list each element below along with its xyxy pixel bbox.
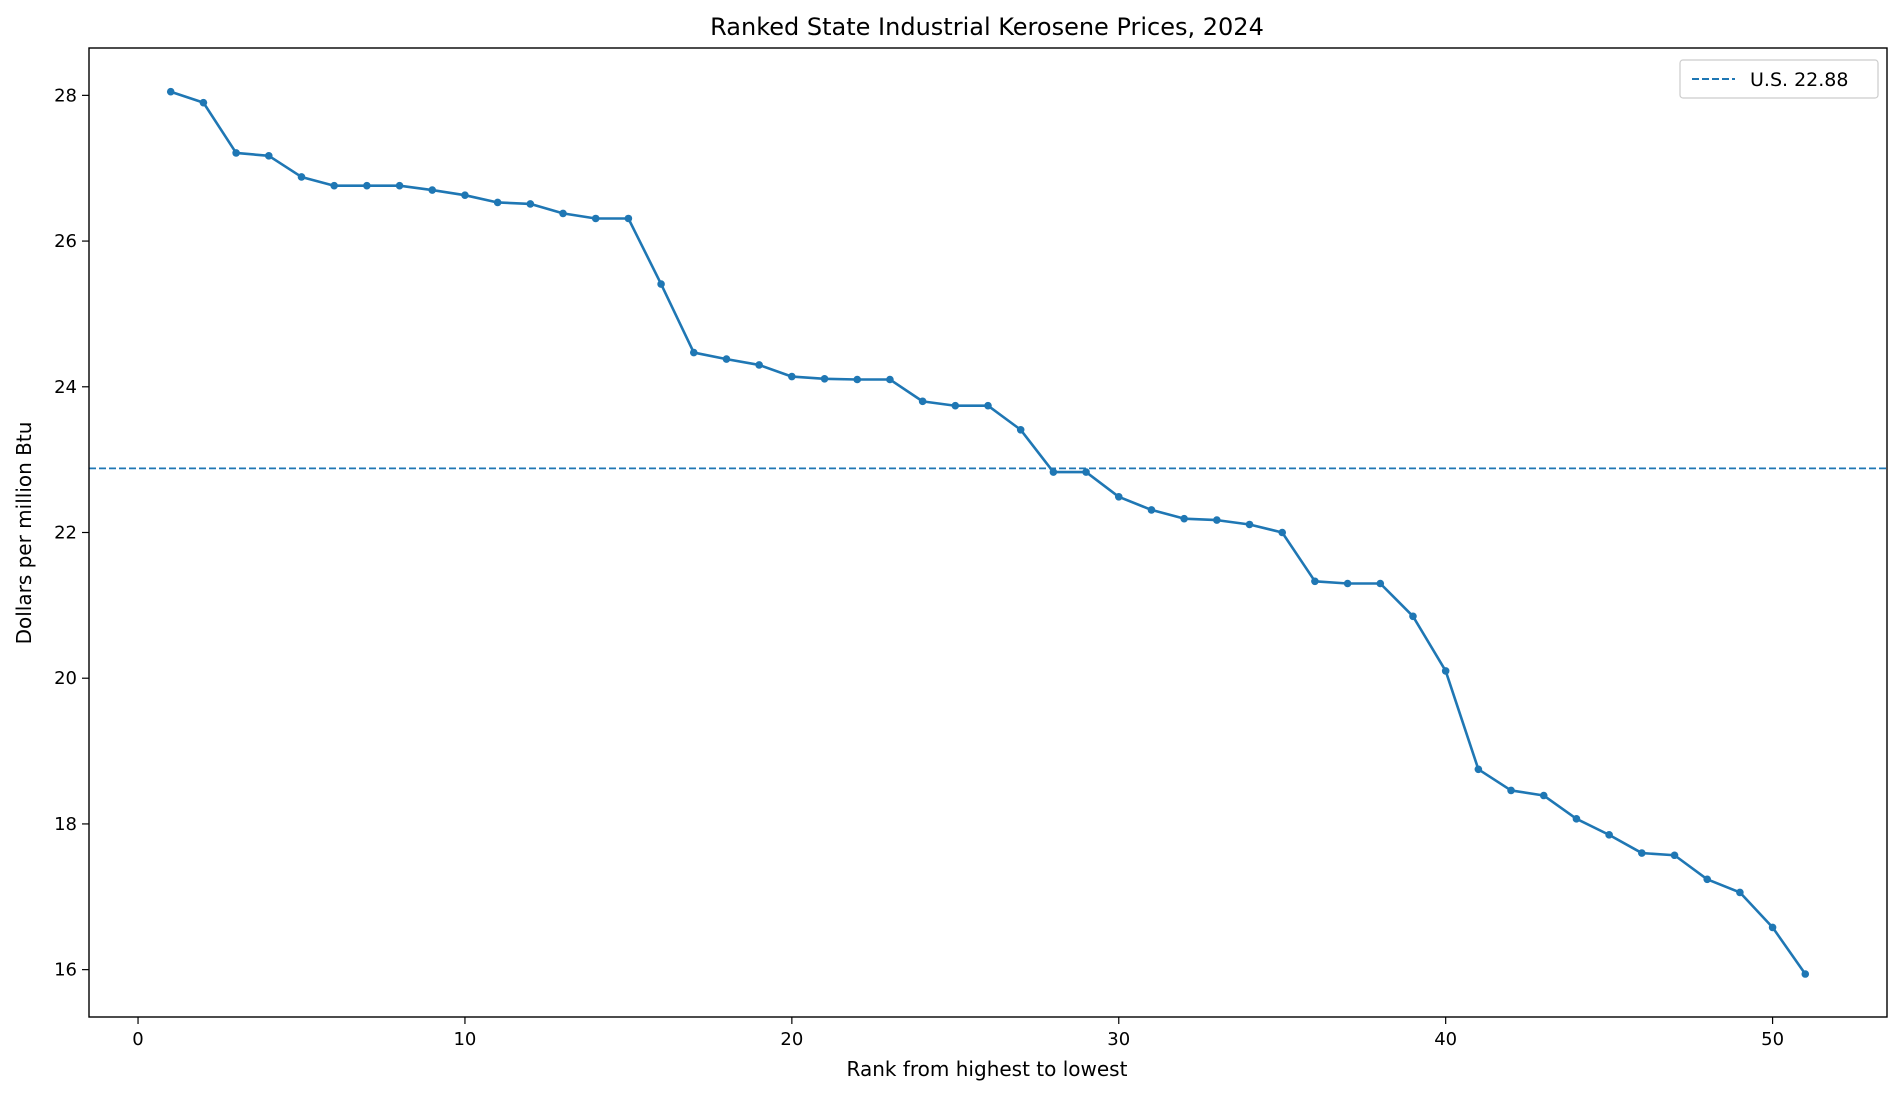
data-point xyxy=(657,280,665,288)
data-point xyxy=(689,348,698,357)
plot-frame xyxy=(88,47,1888,1018)
legend: U.S. 22.88 xyxy=(1679,59,1879,99)
data-point xyxy=(755,361,763,369)
chart-title: Ranked State Industrial Kerosene Prices,… xyxy=(710,13,1264,41)
x-axis: 0 10 20 30 40 50 xyxy=(132,1017,1784,1050)
data-point xyxy=(1343,579,1352,588)
data-point xyxy=(1605,831,1613,839)
data-point xyxy=(363,181,371,190)
data-point xyxy=(1114,493,1123,501)
data-point xyxy=(1736,888,1744,897)
data-point xyxy=(788,372,796,381)
data-point xyxy=(1670,851,1679,860)
y-axis-title: Dollars per million Btu xyxy=(12,422,36,645)
data-point xyxy=(232,149,240,157)
data-point xyxy=(1474,765,1483,774)
data-point xyxy=(886,375,894,384)
data-point xyxy=(1539,791,1548,800)
data-point xyxy=(624,214,633,223)
x-tick-label: 0 xyxy=(132,1029,143,1050)
x-tick-label: 10 xyxy=(453,1029,476,1050)
data-point xyxy=(1245,520,1254,529)
data-point xyxy=(1409,612,1417,621)
plot-area xyxy=(89,87,1887,978)
data-point xyxy=(918,397,927,406)
data-point xyxy=(1049,468,1058,476)
data-point xyxy=(1507,786,1515,795)
data-point xyxy=(722,355,731,363)
data-point xyxy=(1311,577,1319,586)
data-point xyxy=(166,87,175,96)
data-point xyxy=(395,181,404,190)
data-point xyxy=(1016,425,1025,434)
data-point xyxy=(461,191,469,199)
legend-box xyxy=(1679,59,1879,99)
data-point xyxy=(297,173,306,181)
y-tick-label: 16 xyxy=(54,960,77,981)
y-axis: 16 18 20 22 24 26 28 xyxy=(54,85,89,981)
x-tick-label: 40 xyxy=(1434,1029,1457,1050)
data-point xyxy=(1768,923,1777,932)
data-point xyxy=(493,198,502,207)
data-point xyxy=(526,200,535,208)
x-tick-label: 30 xyxy=(1107,1029,1130,1050)
y-tick-label: 22 xyxy=(54,523,77,544)
x-axis-title: Rank from highest to lowest xyxy=(847,1057,1128,1081)
data-point xyxy=(1572,815,1581,823)
y-tick-label: 28 xyxy=(54,85,77,106)
data-point xyxy=(428,186,437,194)
data-point xyxy=(1801,970,1810,978)
data-point xyxy=(1278,528,1287,537)
data-point xyxy=(853,375,862,384)
data-point xyxy=(1703,875,1711,884)
data-point xyxy=(265,152,273,160)
data-point xyxy=(1213,516,1221,524)
data-point xyxy=(330,181,338,190)
y-tick-label: 20 xyxy=(54,668,77,689)
data-point xyxy=(1180,514,1188,523)
x-tick-label: 50 xyxy=(1761,1029,1784,1050)
data-point xyxy=(1147,506,1156,514)
data-point xyxy=(984,401,992,410)
x-tick-label: 20 xyxy=(780,1029,803,1050)
y-tick-label: 26 xyxy=(54,231,77,252)
data-point xyxy=(1441,667,1450,675)
y-tick-label: 24 xyxy=(54,377,77,398)
data-point xyxy=(820,374,829,383)
data-point xyxy=(1638,849,1646,857)
data-point xyxy=(559,209,567,218)
data-point xyxy=(199,98,208,107)
data-point xyxy=(591,214,600,223)
y-tick-label: 18 xyxy=(54,814,77,835)
data-point xyxy=(951,401,960,410)
legend-label: U.S. 22.88 xyxy=(1750,69,1848,91)
data-point xyxy=(1376,579,1385,588)
data-point xyxy=(1082,468,1090,476)
